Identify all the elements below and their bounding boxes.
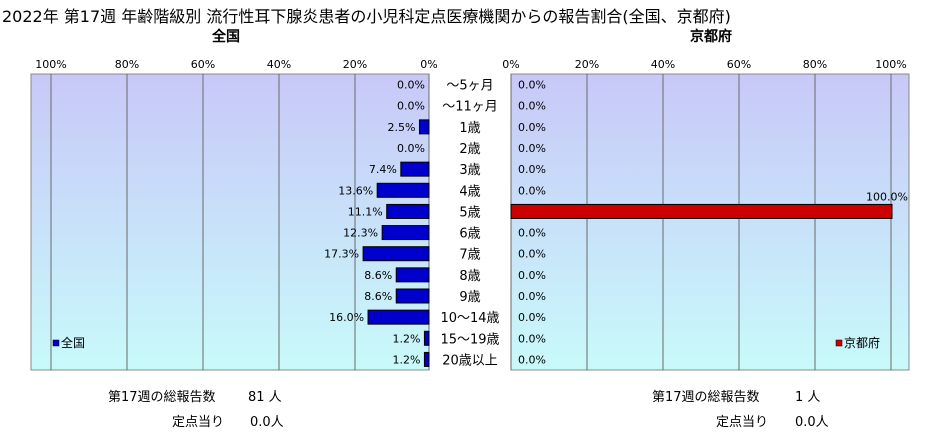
category-label: 7歳 <box>459 248 480 263</box>
left-data-label: 16.0% <box>329 311 364 324</box>
category-label: 5歳 <box>459 205 480 220</box>
left-data-label: 2.5% <box>388 121 416 134</box>
left-per-label: 定点当り <box>172 415 225 430</box>
left-legend-label: 全国 <box>61 335 85 350</box>
left-bar <box>362 246 430 262</box>
left-data-label: 13.6% <box>338 184 373 197</box>
left-data-label: 11.1% <box>348 205 383 218</box>
right-data-label: 0.0% <box>518 248 546 261</box>
category-label: ～11ヶ月 <box>442 100 498 115</box>
left-data-label: 0.0% <box>397 100 425 113</box>
right-data-label: 0.0% <box>518 311 546 324</box>
left-data-label: 12.3% <box>343 227 378 240</box>
right-tick-label: 80% <box>803 58 827 71</box>
left-data-label: 8.6% <box>364 269 392 282</box>
right-data-label: 0.0% <box>518 163 546 176</box>
category-label: 9歳 <box>459 290 480 305</box>
left-tick-label: 100% <box>35 58 66 71</box>
left-tick-label: 20% <box>343 58 367 71</box>
right-data-label: 0.0% <box>518 100 546 113</box>
left-bar <box>395 288 430 304</box>
right-data-label: 0.0% <box>518 269 546 282</box>
left-bar <box>423 351 430 367</box>
left-bar <box>400 161 430 177</box>
left-bar <box>423 330 430 346</box>
right-tick-label: 40% <box>651 58 675 71</box>
right-data-label: 0.0% <box>518 142 546 155</box>
right-data-label: 0.0% <box>518 227 546 240</box>
category-label: 2歳 <box>459 142 480 157</box>
right-total-label: 第17週の総報告数 <box>652 390 760 405</box>
right-plot-area <box>510 73 910 371</box>
right-data-label: 100.0% <box>866 190 908 203</box>
left-legend-swatch <box>52 339 60 347</box>
page-title: 2022年 第17週 年齢階級別 流行性耳下腺炎患者の小児科定点医療機関からの報… <box>2 7 731 26</box>
left-tick-label: 40% <box>267 58 291 71</box>
right-legend-label: 京都府 <box>844 335 880 350</box>
left-data-label: 1.2% <box>392 332 420 345</box>
left-tick-label: 60% <box>191 58 215 71</box>
right-panel-title: 京都府 <box>690 29 732 45</box>
left-data-label: 17.3% <box>324 248 359 261</box>
right-data-label: 0.0% <box>518 290 546 303</box>
left-data-label: 1.2% <box>392 353 420 366</box>
left-bar <box>395 267 430 283</box>
right-data-label: 0.0% <box>518 332 546 345</box>
category-label: 8歳 <box>459 269 480 284</box>
right-tick-label: 100% <box>875 58 906 71</box>
category-label: 15～19歳 <box>440 332 499 347</box>
category-label: ～5ヶ月 <box>446 79 493 94</box>
right-total-value: 1 人 <box>795 390 821 405</box>
left-total-label: 第17週の総報告数 <box>108 390 216 405</box>
category-label: 1歳 <box>459 121 480 136</box>
right-data-label: 0.0% <box>518 79 546 92</box>
left-data-label: 8.6% <box>364 290 392 303</box>
right-legend-swatch <box>835 339 843 347</box>
left-data-label: 0.0% <box>397 79 425 92</box>
left-bar <box>386 203 430 219</box>
left-data-label: 7.4% <box>369 163 397 176</box>
right-data-label: 0.0% <box>518 121 546 134</box>
right-tick-label: 0% <box>502 58 519 71</box>
category-label: 10～14歳 <box>440 311 499 326</box>
right-tick-label: 20% <box>575 58 599 71</box>
right-data-label: 0.0% <box>518 184 546 197</box>
left-bar <box>376 182 430 198</box>
left-plot-area <box>30 73 430 371</box>
right-data-label: 0.0% <box>518 353 546 366</box>
category-label: 3歳 <box>459 163 480 178</box>
left-data-label: 0.0% <box>397 142 425 155</box>
category-label: 20歳以上 <box>442 353 498 368</box>
left-panel-title: 全国 <box>212 29 240 45</box>
category-label: 6歳 <box>459 227 480 242</box>
left-bar <box>381 225 430 241</box>
left-total-value: 81 人 <box>248 390 282 405</box>
right-per-label: 定点当り <box>716 415 769 430</box>
left-bar <box>367 309 430 325</box>
left-tick-label: 0% <box>420 58 437 71</box>
category-label: 4歳 <box>459 184 480 199</box>
right-bar <box>510 203 893 219</box>
right-tick-label: 60% <box>727 58 751 71</box>
right-per-value: 0.0人 <box>795 415 829 430</box>
left-tick-label: 80% <box>115 58 139 71</box>
left-per-value: 0.0人 <box>250 415 284 430</box>
left-bar <box>418 119 430 135</box>
